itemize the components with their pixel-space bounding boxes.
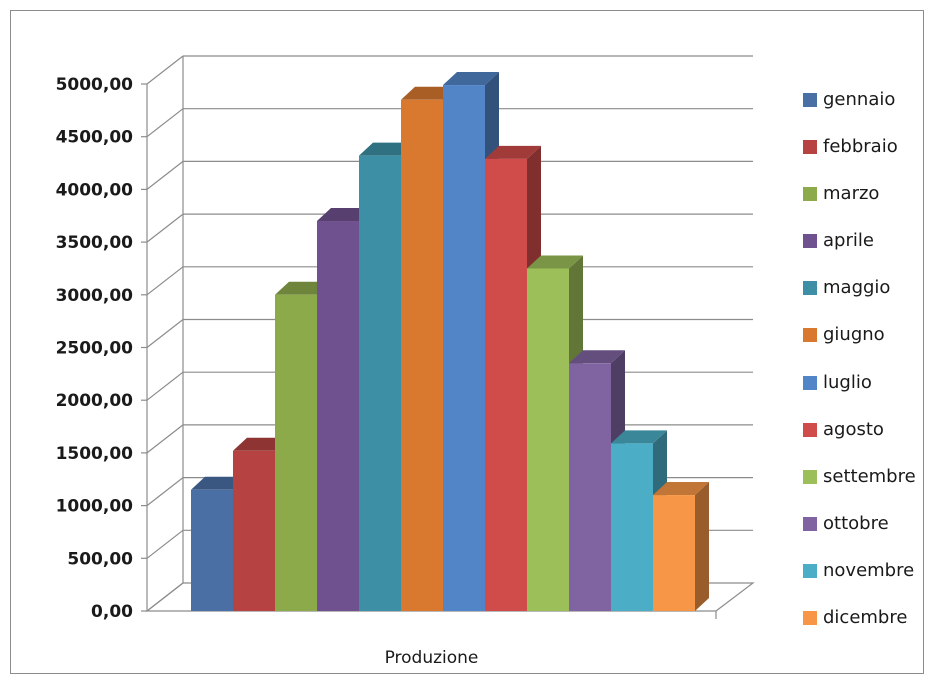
legend-swatch [803, 281, 817, 296]
y-tick-label: 500,00 [67, 549, 133, 569]
y-tick-label: 4000,00 [56, 180, 134, 200]
bar-luglio [443, 85, 485, 611]
x-category-label: Produzione [385, 648, 479, 668]
bar-agosto [485, 158, 527, 612]
gridline-depth [146, 108, 184, 138]
bar-luglio-top [443, 72, 499, 86]
bar-febbraio [233, 450, 275, 611]
gridline-depth [146, 213, 184, 243]
bar-novembre [611, 443, 653, 611]
legend-item-aprile: aprile [803, 230, 936, 277]
bar-agosto-top [485, 145, 541, 159]
gridline-depth [146, 160, 184, 190]
legend-item-gennaio: gennaio [803, 89, 936, 136]
y-tick-label: 5000,00 [56, 75, 134, 95]
legend-item-ottobre: ottobre [803, 513, 936, 560]
legend-label: aprile [823, 230, 874, 252]
bar-maggio [359, 155, 401, 611]
legend-swatch [803, 328, 817, 343]
legend-swatch [803, 469, 817, 484]
y-tick-label: 1000,00 [56, 497, 134, 517]
legend-swatch [803, 375, 817, 390]
legend-label: giugno [823, 324, 885, 346]
legend-label: ottobre [823, 512, 889, 534]
gridline-depth [146, 319, 184, 348]
y-tick-label: 1500,00 [56, 444, 134, 464]
legend-label: luglio [823, 371, 872, 393]
legend-swatch [803, 516, 817, 531]
gridline-depth [146, 477, 184, 507]
bar-settembre-top [527, 255, 583, 269]
legend-label: maggio [823, 277, 891, 299]
legend-swatch [803, 422, 817, 437]
legend-label: gennaio [823, 89, 896, 110]
legend-item-luglio: luglio [803, 372, 936, 419]
bar-marzo [275, 294, 317, 611]
chart-frame: 0,00 500,00 1000,00 1500,00 2000,00 2500,00 30… [10, 10, 924, 674]
legend-item-febbraio: febbraio [803, 136, 936, 183]
gridline-depth [146, 371, 184, 401]
y-tick-label: 3500,00 [56, 233, 134, 253]
legend-item-maggio: maggio [803, 277, 936, 324]
legend-swatch [803, 140, 817, 155]
legend-label: novembre [823, 559, 915, 581]
bar-novembre-top [611, 430, 667, 444]
y-tick-label: 2000,00 [56, 391, 134, 411]
bar-ottobre-top [569, 350, 625, 364]
legend-swatch [803, 187, 817, 202]
legend-label: agosto [823, 418, 884, 440]
legend-swatch [803, 611, 817, 626]
y-tick-label: 2500,00 [56, 339, 134, 359]
legend-swatch [803, 563, 817, 578]
chart-plot: 0,00 500,00 1000,00 1500,00 2000,00 2500,00 30… [56, 55, 755, 668]
legend-item-dicembre: dicembre [803, 607, 936, 654]
legend-item-agosto: agosto [803, 419, 936, 466]
legend-label: dicembre [823, 607, 908, 629]
bar-dicembre [653, 495, 695, 611]
y-tick-label: 4500,00 [56, 128, 134, 148]
bar-gennaio [191, 489, 233, 611]
gridline-depth [146, 266, 184, 296]
legend-swatch [803, 93, 817, 107]
gridline-depth [146, 55, 184, 85]
legend-label: marzo [823, 183, 880, 205]
bar-ottobre [569, 363, 611, 611]
bar-settembre [527, 268, 569, 611]
legend-item-novembre: novembre [803, 560, 936, 607]
legend-item-marzo: marzo [803, 183, 936, 230]
chart-legend: gennaio febbraio marzo aprile maggio giugno lu… [803, 89, 936, 654]
legend-swatch [803, 234, 817, 249]
y-tick-label: 0,00 [91, 602, 133, 622]
gridline-depth [146, 529, 184, 559]
gridline-depth [146, 424, 184, 454]
y-tick-label: 3000,00 [56, 286, 134, 306]
bar-dicembre-top [653, 482, 709, 496]
legend-item-giugno: giugno [803, 324, 936, 371]
bar-giugno [401, 99, 443, 611]
legend-label: febbraio [823, 136, 898, 158]
bar-aprile [317, 221, 359, 611]
bar-dicembre-side [695, 482, 709, 611]
legend-item-settembre: settembre [803, 466, 936, 513]
legend-label: settembre [823, 465, 916, 487]
